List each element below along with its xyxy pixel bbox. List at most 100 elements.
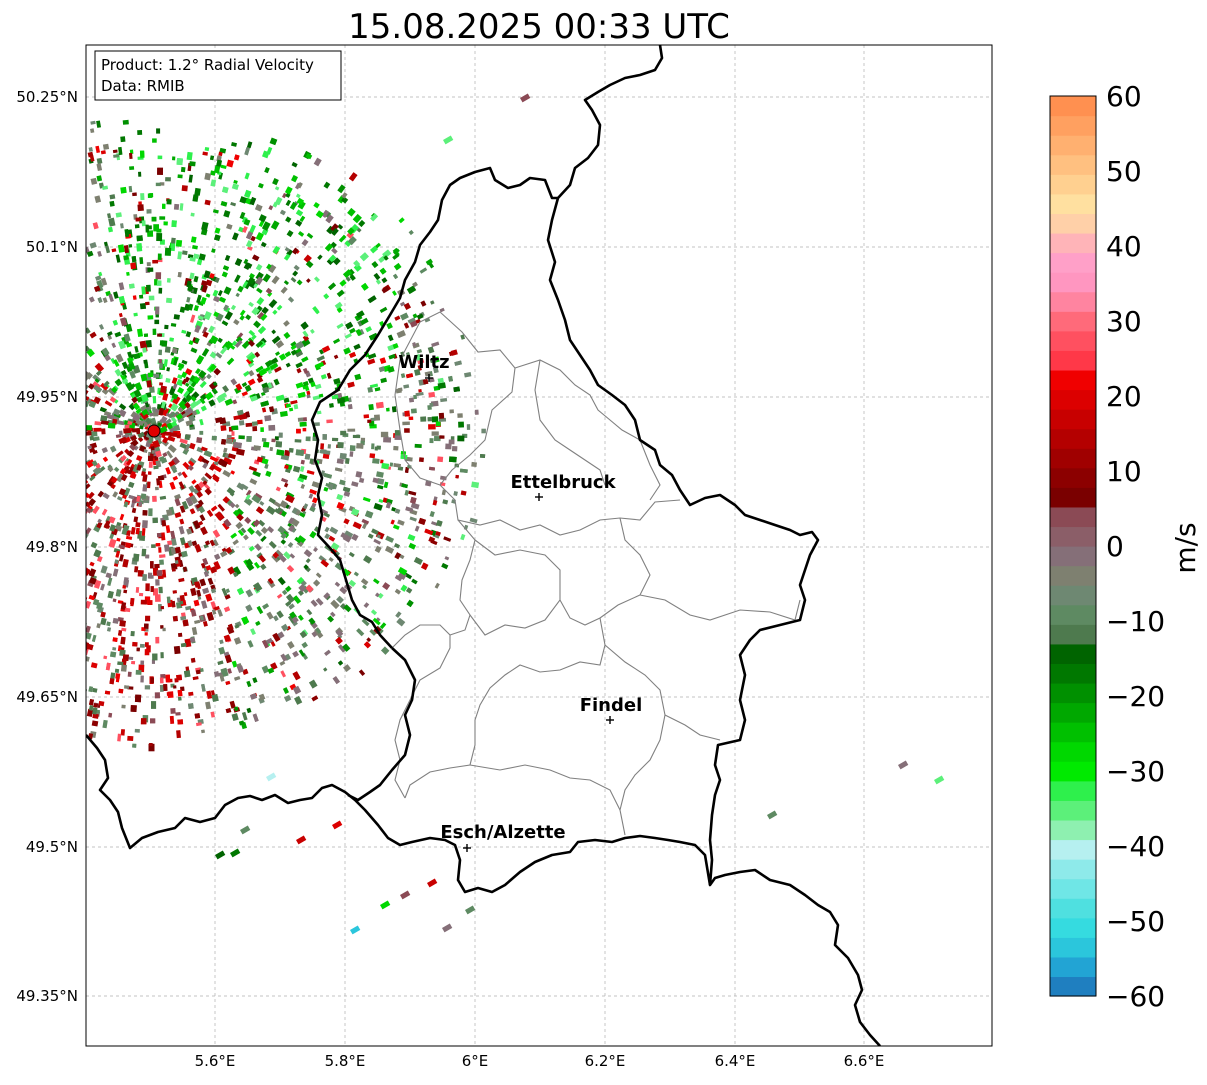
radar-echo-pixel [303, 549, 313, 558]
radar-echo-pixel [156, 233, 163, 242]
radar-echo-pixel [96, 175, 103, 182]
radar-echo-pixel [187, 285, 194, 292]
radar-echo-pixel [196, 356, 204, 365]
radar-echo-pixel [226, 357, 235, 366]
radar-echo-pixel [132, 743, 137, 748]
radar-echo-pixel [231, 431, 235, 436]
radar-echo-pixel [184, 401, 192, 409]
radar-echo-pixel [188, 460, 195, 467]
radar-echo-pixel [129, 149, 134, 154]
radar-echo-pixel [128, 244, 133, 248]
radar-echo-pixel [394, 315, 401, 321]
lon-label: 5.6°E [195, 1052, 236, 1070]
colorbar-band [1050, 526, 1096, 547]
radar-echo-pixel [122, 585, 127, 589]
colorbar-band [1050, 174, 1096, 195]
radar-echo-pixel [406, 599, 414, 608]
radar-echo-pixel [350, 925, 361, 935]
radar-echo-pixel [195, 368, 201, 375]
radar-echo-pixel [134, 728, 140, 733]
radar-echo-pixel [135, 217, 142, 222]
radar-echo-pixel [268, 540, 277, 549]
radar-echo-pixel [181, 500, 189, 510]
radar-echo-pixel [88, 705, 94, 711]
radar-echo-pixel [189, 161, 196, 167]
radar-echo-pixel [272, 178, 279, 186]
radar-echo-pixel [149, 386, 155, 393]
radar-echo-pixel [310, 328, 315, 334]
radar-site-marker [147, 424, 161, 438]
radar-echo-pixel [146, 380, 152, 388]
radar-echo-pixel [93, 703, 99, 708]
radar-echo-pixel [123, 589, 128, 594]
radar-echo-pixel [324, 649, 331, 656]
radar-echo-pixel [103, 380, 110, 388]
radar-echo-pixel [287, 296, 295, 303]
radar-echo-pixel [166, 596, 171, 604]
radar-echo-pixel [358, 219, 366, 228]
radar-echo-pixel [143, 333, 149, 337]
radar-echo-pixel [139, 643, 145, 648]
canton-borders [391, 311, 801, 836]
radar-echo-pixel [143, 449, 148, 453]
radar-echo-pixel [162, 627, 166, 632]
radar-echo-pixel [255, 506, 265, 515]
radar-echo-pixel [293, 404, 299, 410]
colorbar-band [1050, 115, 1096, 136]
radar-echo-pixel [266, 146, 273, 155]
radar-echo-pixel [201, 284, 208, 293]
radar-echo-pixel [159, 554, 166, 558]
radar-echo-pixel [155, 543, 161, 547]
radar-echo-pixel [220, 346, 228, 355]
radar-echo-pixel [159, 340, 166, 346]
radar-echo-pixel [142, 510, 148, 516]
radar-echo-pixel [121, 378, 129, 384]
radar-echo-pixel [130, 630, 135, 637]
radar-echo-pixel [86, 708, 94, 717]
radar-echo-pixel [101, 447, 108, 454]
radar-echo-pixel [253, 320, 261, 329]
radar-echo-pixel [243, 497, 253, 506]
radar-echo-pixel [87, 250, 94, 257]
radar-echo-pixel [147, 315, 154, 320]
radar-echo-pixel [92, 222, 99, 230]
radar-echo-pixel [331, 227, 339, 236]
radar-echo-pixel [185, 394, 193, 403]
radar-echo-pixel [173, 314, 180, 320]
radar-echo-pixel [247, 339, 255, 347]
radar-echo-pixel [241, 711, 248, 721]
radar-echo-pixel [336, 502, 345, 510]
radar-echo-pixel [448, 375, 454, 382]
radar-echo-pixel [134, 694, 142, 703]
radar-echo-pixel [118, 688, 124, 694]
radar-echo-pixel [117, 661, 124, 666]
radar-echo-pixel [371, 261, 379, 269]
radar-echo-pixel [252, 254, 260, 262]
radar-echo-pixel [137, 204, 144, 212]
radar-echo-pixel [108, 293, 114, 302]
radar-echo-pixel [115, 450, 124, 458]
radar-echo-pixel [122, 119, 129, 125]
radar-echo-pixel [160, 401, 166, 409]
radar-echo-pixel [291, 161, 298, 168]
radar-echo-pixel [262, 221, 271, 231]
radar-echo-pixel [161, 433, 166, 439]
radar-echo-pixel [295, 209, 304, 217]
radar-echo-pixel [431, 341, 440, 348]
radar-echo-pixel [150, 586, 154, 592]
radar-echo-pixel [118, 430, 123, 436]
radar-echo-pixel [274, 196, 283, 206]
radar-echo-pixel [92, 505, 100, 515]
radar-echo-pixel [320, 443, 325, 450]
radar-echo-pixel [328, 483, 334, 491]
radar-echo-pixel [279, 410, 288, 417]
radar-echo-pixel [115, 550, 120, 558]
radar-echo-pixel [104, 400, 113, 407]
radar-echo-pixel [267, 369, 273, 375]
radar-echo-pixel [227, 566, 236, 575]
city-marker-findel [606, 716, 614, 724]
radar-echo-pixel [91, 460, 98, 467]
radar-echo-pixel [162, 452, 168, 457]
radar-echo-pixel [265, 637, 273, 645]
radar-echo-pixel [260, 427, 264, 432]
